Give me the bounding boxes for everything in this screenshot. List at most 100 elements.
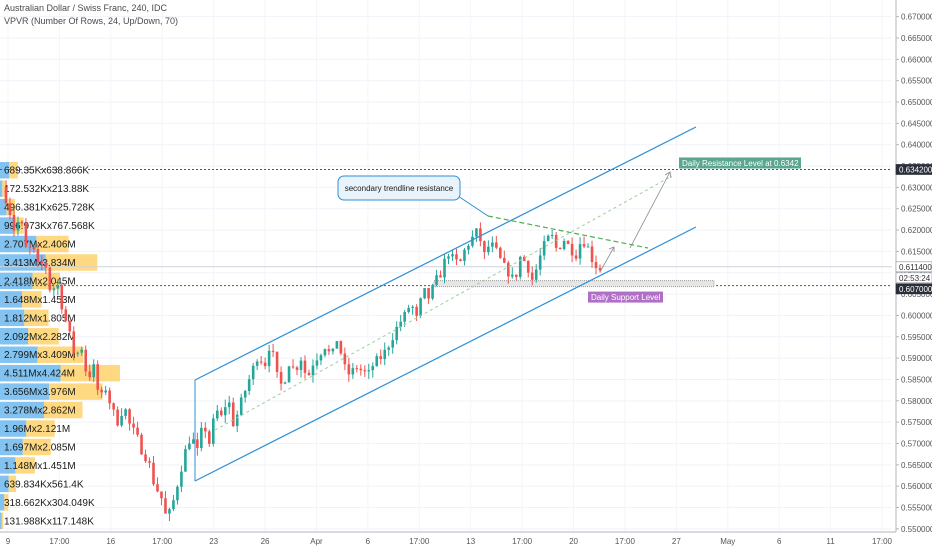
vp-bar-down xyxy=(32,272,60,290)
candle-body xyxy=(208,431,211,444)
candle-body xyxy=(403,312,406,322)
price-badge-label: 02:53:24 xyxy=(899,274,931,283)
vp-bar-up xyxy=(0,198,7,216)
candle-body xyxy=(152,462,155,485)
vp-bar-up xyxy=(0,364,61,382)
projection-arrowhead xyxy=(664,171,672,179)
candle-body xyxy=(291,366,295,368)
candle-body xyxy=(566,241,570,244)
candle-body xyxy=(120,415,123,426)
candle-body xyxy=(235,414,239,427)
candle-body xyxy=(192,439,195,444)
candle-body xyxy=(303,360,307,373)
candle-body xyxy=(491,242,494,247)
vp-bar-down xyxy=(9,162,18,179)
candle-body xyxy=(267,350,271,367)
vp-bar-down xyxy=(49,383,103,400)
time-axis: 9 17:00 16 17:00 23 26 Apr 6 17:00 13 17:00 20 17:00… xyxy=(0,531,896,546)
chart-title: Australian Dollar / Swiss Franc, 240, ID… xyxy=(4,3,168,13)
vp-bar-down xyxy=(28,328,59,345)
vp-row-label: 4.511Mx4.424M xyxy=(4,369,75,380)
price-tick-label: 0.665000 xyxy=(901,34,932,43)
price-tick-label: 0.560000 xyxy=(901,482,932,491)
candle-body xyxy=(427,288,430,299)
candle-body xyxy=(407,307,410,313)
vp-bar-down xyxy=(2,180,6,197)
candle-body xyxy=(124,409,127,416)
candle-body xyxy=(379,356,383,360)
candle-body xyxy=(367,370,371,372)
price-tick-label: 0.565000 xyxy=(901,461,932,470)
callout-text: secondary trendline resistance xyxy=(345,184,454,193)
price-badge-label: 0.607000 xyxy=(899,285,932,294)
candle-body xyxy=(351,368,355,375)
price-tick-label: 0.670000 xyxy=(901,13,932,22)
drawings-front: secondary trendline resistance Daily Resi… xyxy=(194,126,801,482)
candle-body xyxy=(112,403,115,410)
candle-body xyxy=(327,349,331,352)
vp-row-label: 2.418Mx2.045M xyxy=(4,276,76,287)
candle-body xyxy=(275,351,279,372)
vp-bar-up xyxy=(0,272,33,290)
candle-body xyxy=(148,461,151,463)
candle-body xyxy=(299,360,303,370)
vp-bar-down xyxy=(37,346,84,363)
time-tick-label: 27 xyxy=(672,537,681,546)
candle-body xyxy=(307,372,311,376)
price-tick-label: 0.590000 xyxy=(901,354,932,363)
candle-body xyxy=(514,274,518,277)
vp-bar-down xyxy=(24,309,49,327)
price-tick-label: 0.605000 xyxy=(901,290,932,299)
candle-body xyxy=(399,321,402,327)
callout-pointer xyxy=(454,193,489,217)
candle-body xyxy=(259,361,263,363)
price-tick-label: 0.660000 xyxy=(901,55,932,64)
candle-body xyxy=(144,454,147,462)
candles xyxy=(4,180,602,522)
candle-body xyxy=(219,410,223,416)
candle-body xyxy=(116,409,119,426)
candle-body xyxy=(227,402,231,408)
candle-body xyxy=(586,246,590,248)
candle-body xyxy=(88,371,92,378)
candle-body xyxy=(132,423,135,428)
candle-body xyxy=(24,223,28,247)
vp-bar-up xyxy=(0,217,14,234)
candle-body xyxy=(495,242,498,248)
candle-body xyxy=(391,340,394,348)
candle-body xyxy=(72,331,76,354)
candle-body xyxy=(160,491,163,499)
vp-bar-up xyxy=(0,457,16,474)
time-tick-label: 17:00 xyxy=(872,537,893,546)
candle-body xyxy=(479,228,482,242)
price-tick-label: 0.655000 xyxy=(901,77,932,86)
price-tick-label: 0.595000 xyxy=(901,333,932,342)
candle-body xyxy=(176,486,179,501)
vp-row-label: 2.799Mx3.409M xyxy=(4,350,76,361)
candle-body xyxy=(435,275,438,286)
candle-body xyxy=(96,364,99,390)
time-tick-label: 17:00 xyxy=(49,537,70,546)
candle-body xyxy=(108,390,111,404)
drawings-back xyxy=(0,168,892,288)
candle-body xyxy=(471,236,474,246)
time-tick-label: 17:00 xyxy=(512,537,533,546)
price-tick-label: 0.555000 xyxy=(901,504,932,513)
candle-body xyxy=(20,221,24,224)
candle-body xyxy=(359,368,363,371)
candle-body xyxy=(56,285,60,289)
candle-body xyxy=(467,245,470,250)
candle-body xyxy=(247,379,251,392)
candle-body xyxy=(387,347,391,350)
candle-body xyxy=(415,306,418,316)
candle-body xyxy=(371,366,375,371)
candle-body xyxy=(331,348,335,352)
projection-arrow xyxy=(599,246,615,273)
price-tick-label: 0.625000 xyxy=(901,205,932,214)
candle-body xyxy=(68,320,72,332)
vp-bar-up xyxy=(0,291,23,308)
vp-bar-up xyxy=(0,162,10,179)
projection-arrow xyxy=(629,171,671,249)
vp-bar-up xyxy=(0,420,27,437)
